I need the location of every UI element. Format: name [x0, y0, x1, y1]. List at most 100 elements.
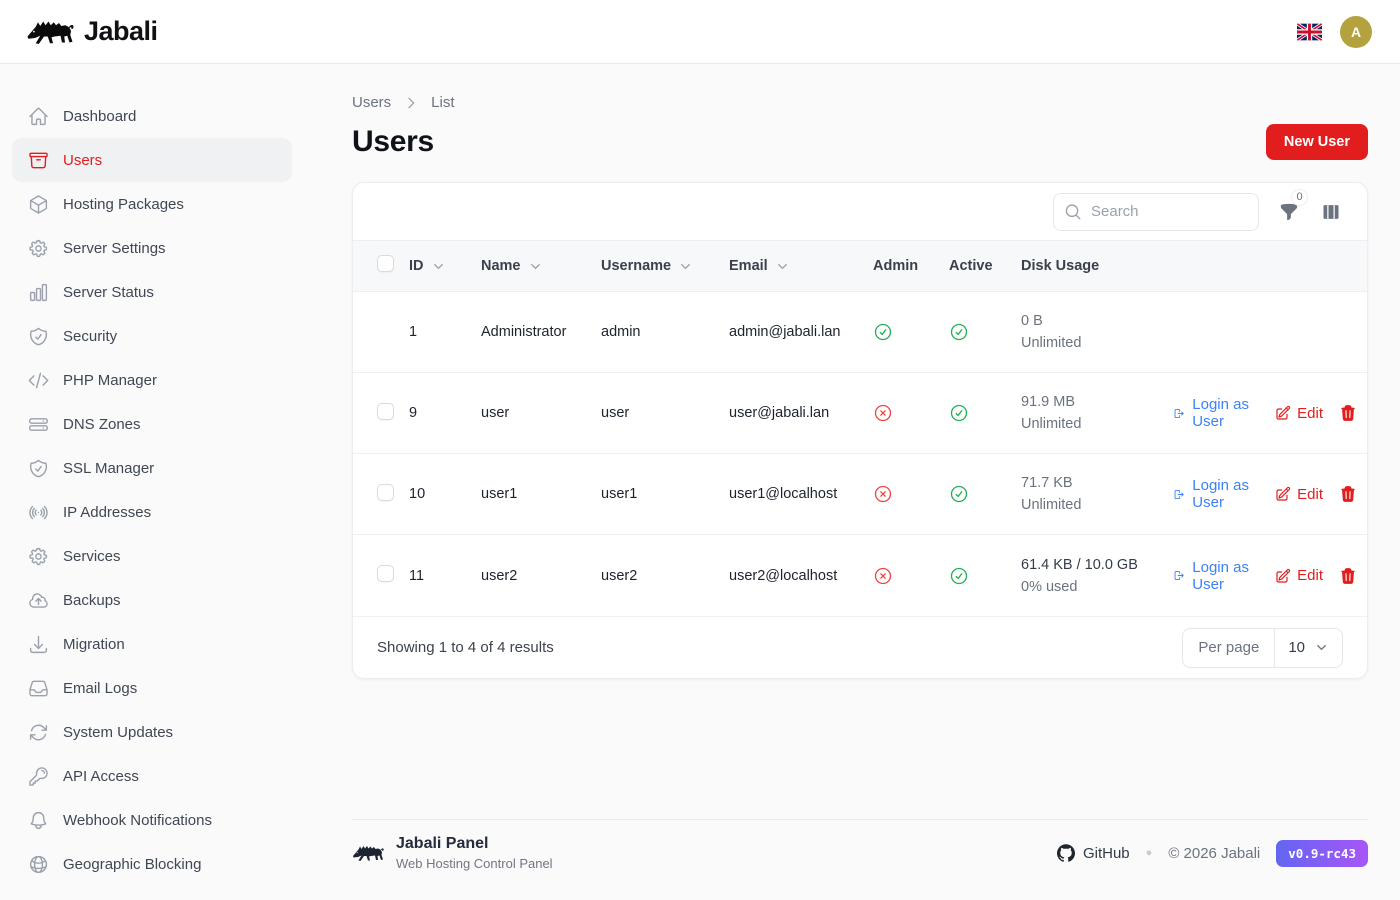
edit-link[interactable]: Edit — [1275, 567, 1323, 584]
search-input[interactable] — [1053, 192, 1259, 231]
cell-admin-status — [873, 322, 949, 342]
sort-chevron-icon — [530, 263, 540, 269]
sidebar-item-security[interactable]: Security — [12, 314, 292, 358]
table-toolbar: 0 — [353, 183, 1367, 240]
page-footer: Jabali Panel Web Hosting Control Panel G… — [352, 819, 1368, 871]
sidebar-item-label: Security — [63, 327, 118, 345]
edit-link[interactable]: Edit — [1275, 486, 1323, 503]
filter-button[interactable]: 0 — [1277, 188, 1308, 224]
sidebar-item-server-status[interactable]: Server Status — [12, 270, 292, 314]
delete-button[interactable] — [1339, 404, 1357, 422]
sidebar-item-label: Users — [63, 151, 103, 169]
boar-icon — [26, 13, 74, 51]
check-circle-icon — [874, 323, 892, 341]
cell-username: user — [601, 405, 630, 421]
sidebar-item-label: Migration — [63, 635, 125, 653]
server-stack-icon — [28, 414, 49, 435]
footer-subtitle: Web Hosting Control Panel — [396, 856, 553, 871]
sidebar-item-label: DNS Zones — [63, 415, 141, 433]
trash-icon — [1341, 567, 1355, 584]
sidebar-item-api-access[interactable]: API Access — [12, 754, 292, 798]
new-user-button[interactable]: New User — [1265, 124, 1368, 160]
sort-chevron-icon — [433, 263, 443, 269]
page-title: Users — [352, 125, 434, 158]
column-header-admin: Admin — [873, 258, 919, 274]
copyright: © 2026 Jabali — [1168, 844, 1261, 862]
table-pagination: Showing 1 to 4 of 4 results Per page 10 — [353, 616, 1367, 678]
column-header-username[interactable]: Username — [601, 258, 729, 274]
login-as-user-link[interactable]: Login as User — [1173, 559, 1259, 593]
cell-username: admin — [601, 324, 641, 340]
sidebar-item-backups[interactable]: Backups — [12, 578, 292, 622]
cell-email: user@jabali.lan — [729, 405, 830, 421]
sidebar-item-label: Services — [63, 547, 121, 565]
breadcrumb-current: List — [431, 94, 455, 111]
column-header-id[interactable]: ID — [409, 258, 481, 274]
main-content: Users List Users New User 0 — [304, 64, 1400, 900]
x-circle-icon — [874, 567, 892, 584]
column-header-name[interactable]: Name — [481, 258, 601, 274]
uk-flag-icon[interactable] — [1297, 22, 1322, 41]
home-icon — [28, 106, 49, 127]
shield-check-icon — [28, 326, 49, 347]
check-circle-icon — [950, 485, 968, 503]
user-avatar[interactable]: A — [1340, 15, 1372, 48]
cloud-up-icon — [28, 590, 49, 611]
select-all-checkbox[interactable] — [377, 255, 394, 272]
sidebar-item-dashboard[interactable]: Dashboard — [12, 94, 292, 138]
column-header-active: Active — [949, 258, 993, 274]
cell-active-status — [949, 566, 1021, 586]
sidebar-item-dns-zones[interactable]: DNS Zones — [12, 402, 292, 446]
cell-id: 1 — [409, 324, 418, 340]
chart-bar-icon — [28, 282, 49, 303]
search-icon — [1065, 203, 1081, 219]
filter-count-badge: 0 — [1291, 188, 1308, 206]
sidebar-item-label: Server Status — [63, 283, 154, 301]
login-as-user-link[interactable]: Login as User — [1173, 477, 1259, 511]
cube-icon — [28, 194, 49, 215]
sidebar-item-services[interactable]: Services — [12, 534, 292, 578]
delete-button[interactable] — [1339, 485, 1357, 503]
row-checkbox[interactable] — [377, 565, 394, 582]
cell-name: user — [481, 405, 510, 421]
delete-button[interactable] — [1339, 567, 1357, 585]
sidebar-item-geographic-blocking[interactable]: Geographic Blocking — [12, 842, 292, 886]
column-header-email[interactable]: Email — [729, 258, 873, 274]
sidebar-item-label: API Access — [63, 767, 139, 785]
bell-icon — [28, 810, 49, 831]
sidebar-item-label: PHP Manager — [63, 371, 157, 389]
row-checkbox[interactable] — [377, 483, 394, 501]
row-checkbox[interactable] — [377, 402, 394, 420]
sidebar-item-php-manager[interactable]: PHP Manager — [12, 358, 292, 402]
toggle-columns-button[interactable] — [1319, 200, 1343, 224]
breadcrumb: Users List — [352, 94, 1368, 111]
sidebar-item-system-updates[interactable]: System Updates — [12, 710, 292, 754]
breadcrumb-users-link[interactable]: Users — [352, 94, 392, 111]
cell-email: user1@localhost — [729, 486, 838, 502]
cell-id: 11 — [409, 567, 425, 584]
sort-chevron-icon — [681, 263, 690, 269]
sidebar-item-label: Hosting Packages — [63, 195, 184, 213]
cell-disk-usage: 61.4 KB / 10.0 GB 0% used — [1021, 556, 1138, 595]
login-icon — [1174, 570, 1184, 581]
edit-link[interactable]: Edit — [1275, 405, 1323, 422]
github-icon — [1056, 844, 1075, 862]
sidebar-item-hosting-packages[interactable]: Hosting Packages — [12, 182, 292, 226]
sidebar-item-users[interactable]: Users — [12, 138, 292, 182]
inbox-icon — [28, 678, 49, 699]
github-link[interactable]: GitHub — [1056, 844, 1130, 862]
login-icon — [1174, 489, 1184, 499]
refresh-icon — [28, 722, 49, 743]
x-circle-icon — [874, 404, 892, 422]
brand-logo[interactable]: Jabali — [26, 13, 158, 51]
login-as-user-link[interactable]: Login as User — [1173, 396, 1259, 430]
sidebar-item-migration[interactable]: Migration — [12, 622, 292, 666]
sidebar-item-ssl-manager[interactable]: SSL Manager — [12, 446, 292, 490]
per-page-select[interactable]: 10 — [1275, 629, 1342, 667]
sidebar-item-ip-addresses[interactable]: IP Addresses — [12, 490, 292, 534]
cell-email: user2@localhost — [729, 567, 838, 584]
sidebar-item-webhook-notifications[interactable]: Webhook Notifications — [12, 798, 292, 842]
trash-icon — [1341, 486, 1355, 502]
sidebar-item-server-settings[interactable]: Server Settings — [12, 226, 292, 270]
sidebar-item-email-logs[interactable]: Email Logs — [12, 666, 292, 710]
